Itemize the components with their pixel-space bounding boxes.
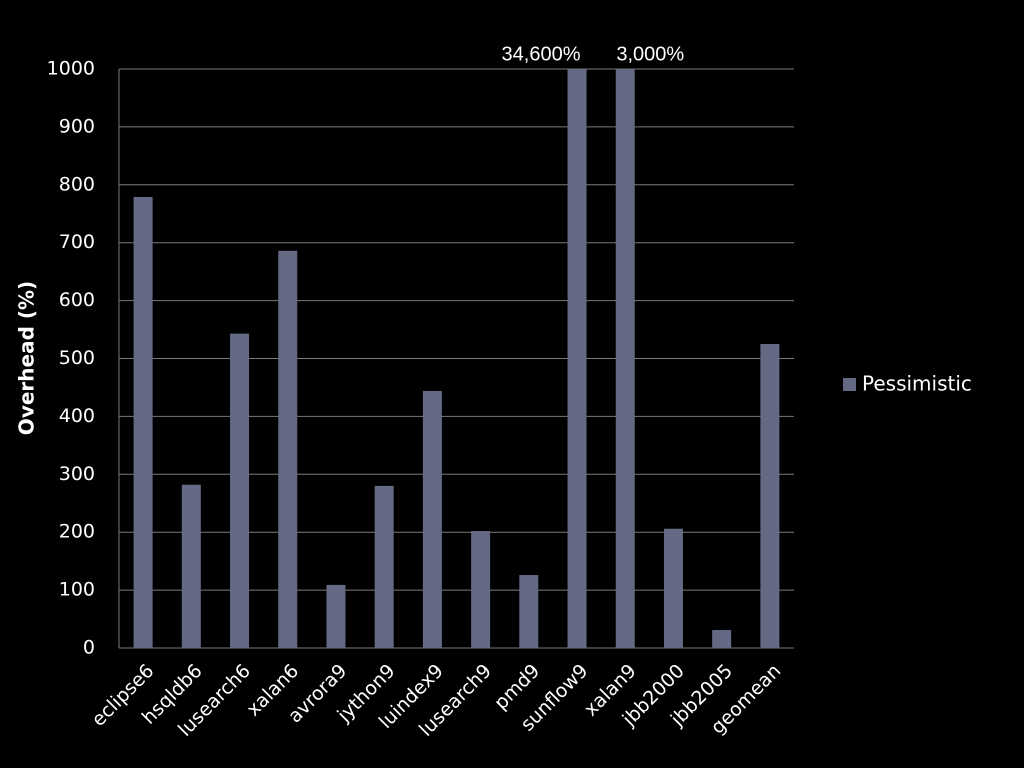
y-tick-label: 300 bbox=[59, 463, 95, 485]
bar bbox=[471, 531, 491, 648]
y-tick-label: 500 bbox=[59, 347, 95, 369]
bar bbox=[663, 528, 683, 648]
bar bbox=[374, 485, 394, 648]
y-axis-label: Overhead (%) bbox=[15, 281, 39, 435]
y-tick-label: 400 bbox=[59, 405, 95, 427]
bar bbox=[615, 69, 635, 648]
bar bbox=[230, 333, 250, 648]
y-tick-label: 200 bbox=[59, 521, 95, 543]
bar bbox=[133, 196, 153, 649]
bars bbox=[133, 69, 780, 649]
y-tick-label: 900 bbox=[59, 115, 95, 137]
bar bbox=[760, 344, 780, 648]
value-label: 34,600% bbox=[502, 43, 581, 65]
y-tick-label: 0 bbox=[83, 637, 95, 659]
legend-label: Pessimistic bbox=[862, 372, 972, 396]
bar bbox=[712, 630, 732, 648]
bar bbox=[567, 69, 587, 648]
y-tick-label: 700 bbox=[59, 231, 95, 253]
value-label: 3,000% bbox=[616, 43, 684, 65]
y-tick-label: 800 bbox=[59, 173, 95, 195]
y-tick-label: 100 bbox=[59, 579, 95, 601]
bar bbox=[519, 575, 539, 648]
legend-swatch bbox=[843, 378, 856, 391]
bar bbox=[326, 584, 346, 648]
bar bbox=[422, 390, 442, 648]
y-tick-label: 1000 bbox=[47, 58, 95, 80]
y-tick-label: 600 bbox=[59, 289, 95, 311]
bar bbox=[181, 484, 201, 648]
bar bbox=[278, 250, 298, 648]
